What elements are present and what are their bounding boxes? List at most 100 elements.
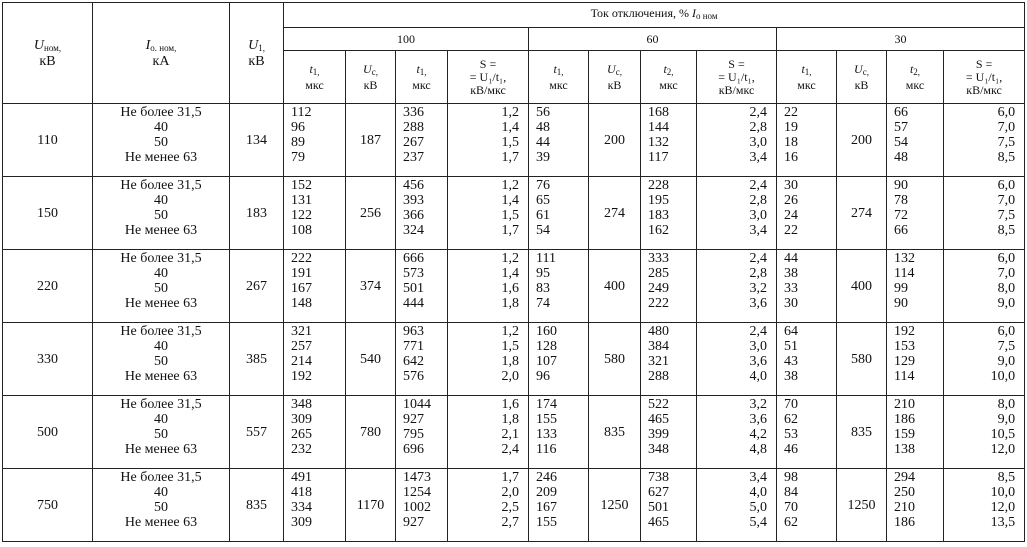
header-symbol: I [145,37,151,53]
table-body: 110 Не более 31,5 40 50 Не менее 63 134 112 96 8… [2,103,1026,542]
cell-value: 210 [894,397,915,412]
cell-value: 48 [894,150,908,165]
cell-value: 153 [894,339,915,354]
cell-value: 50 [154,427,168,442]
cell-value: 6,0 [997,105,1016,120]
cell-value: 174 [536,397,557,412]
header-row: Uном, кВ Iо. ном, кА U1, кВ Ток отключения, % … [2,2,1026,104]
list-cell: 90 78 72 66 [886,176,944,250]
cell: 557 [229,395,284,469]
cell-value: 522 [648,397,669,412]
list-cell: 3,2 3,6 4,2 4,8 [696,395,777,469]
cell-value: 40 [154,339,168,354]
cell-value: 107 [536,354,557,369]
cell-value: 167 [291,281,312,296]
cell-value: 210 [894,500,915,515]
cell-value: 1,2 [501,251,520,266]
list-cell: 1,2 1,5 1,8 2,0 [447,322,529,396]
cell: 256 [345,176,396,250]
cell: 267 [229,249,284,323]
cell-value: 50 [154,281,168,296]
header-unit: мкс [549,77,568,92]
cell-value: 465 [648,515,669,530]
header-subscript: 1, [804,66,812,77]
cell-value: 96 [291,120,305,135]
cell-value: 7,0 [997,266,1016,281]
list-cell: 112 96 89 79 [283,103,346,177]
cell: 400 [836,249,887,323]
cell: 187 [345,103,396,177]
cell-value: 95 [536,266,550,281]
cell-value: 66 [894,105,908,120]
cell-value: Не менее 63 [124,515,198,530]
cell-value: 249 [648,281,669,296]
cell-value: 8,5 [997,223,1016,238]
list-cell: 246 209 167 155 [528,468,589,542]
cell-value: 1,7 [501,223,520,238]
cell-value: 53 [784,427,798,442]
list-cell: 174 155 133 116 [528,395,589,469]
cell-value: 1,4 [501,266,520,281]
cell-value: 10,5 [990,427,1016,442]
list-cell: 6,0 7,0 8,0 9,0 [942,249,1026,323]
cell-value: 192 [291,369,312,384]
cell-value: 8,0 [997,397,1016,412]
cell-value: 40 [154,120,168,135]
cell-value: 50 [154,500,168,515]
cell-value: 162 [648,223,669,238]
header-symbol: U [854,61,863,76]
cell-value: 294 [894,470,915,485]
header-line: t2, [644,62,693,79]
cell-value: 3,6 [749,412,768,427]
cell-value: 1,7 [501,470,520,485]
cell-value: 1,5 [501,339,520,354]
cell-value: 122 [291,208,312,223]
list-cell: 228 195 183 162 [640,176,697,250]
column-header: Uс, кВ [836,50,887,104]
list-cell: Не более 31,5 40 50 Не менее 63 [92,468,230,542]
cell-value: 64 [784,324,798,339]
header-line: Uном, [6,38,89,55]
cell: 330 [2,322,93,396]
cell-value: 39 [536,150,550,165]
list-cell: Не более 31,5 40 50 Не менее 63 [92,103,230,177]
cell-value: 309 [291,412,312,427]
header-unit: кВ [248,53,265,69]
list-cell: 168 144 132 117 [640,103,697,177]
cell-value: 155 [536,412,557,427]
cell-value: 7,5 [997,135,1016,150]
cell-value: 114 [894,369,915,384]
list-cell: 98 84 70 62 [776,468,837,542]
cell-value: 54 [894,135,908,150]
cell-value: 267 [403,135,424,150]
cell-value: 324 [403,223,424,238]
cell-value: 89 [291,135,305,150]
cell-value: 46 [784,442,798,457]
cell-value: 2,1 [501,427,520,442]
cell-value: 44 [536,135,550,150]
cell-value: 501 [648,500,669,515]
cell-value: 237 [403,150,424,165]
list-cell: Не более 31,5 40 50 Не менее 63 [92,395,230,469]
cell-value: 56 [536,105,550,120]
cell-value: 65 [536,193,550,208]
column-header: Uс, кВ [345,50,396,104]
list-cell: 44 38 33 30 [776,249,837,323]
column-header: t2, мкс [886,50,944,104]
cell: 200 [836,103,887,177]
cell: 835 [588,395,641,469]
cell-value: 927 [403,515,424,530]
cell-value: 54 [536,223,550,238]
cell-value: 40 [154,266,168,281]
header-subscript: о ном [695,11,718,21]
cell-value: 114 [894,266,915,281]
list-cell: 348 309 265 232 [283,395,346,469]
cell-value: 6,0 [997,178,1016,193]
cell: 1170 [345,468,396,542]
cell-value: 627 [648,485,669,500]
header-row: t1, мкс Uс, кВ t1, мкс S = = U₁/t₁, кВ/мкс t1, мкс… [3,50,1026,104]
cell-value: 12,0 [990,500,1016,515]
header-line: S = [728,56,745,71]
cell-value: 50 [154,208,168,223]
column-header: t2, мкс [640,50,697,104]
